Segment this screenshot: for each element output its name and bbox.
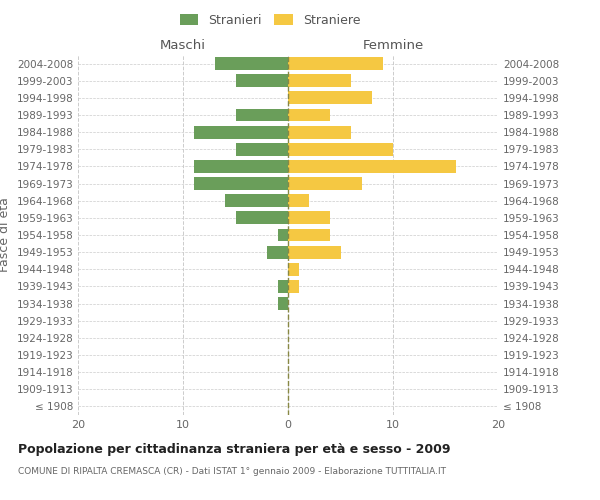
Bar [288, 126, 351, 138]
Bar [193, 160, 288, 173]
Bar [235, 108, 288, 122]
Bar [288, 212, 330, 224]
Bar [288, 57, 383, 70]
Bar [235, 74, 288, 87]
Bar [288, 177, 361, 190]
Bar [225, 194, 288, 207]
Bar [288, 92, 372, 104]
Bar [193, 126, 288, 138]
Text: Femmine: Femmine [362, 38, 424, 52]
Bar [235, 143, 288, 156]
Bar [267, 246, 288, 258]
Bar [193, 177, 288, 190]
Text: COMUNE DI RIPALTA CREMASCA (CR) - Dati ISTAT 1° gennaio 2009 - Elaborazione TUTT: COMUNE DI RIPALTA CREMASCA (CR) - Dati I… [18, 468, 446, 476]
Y-axis label: Fasce di età: Fasce di età [0, 198, 11, 272]
Bar [288, 143, 393, 156]
Bar [235, 212, 288, 224]
Bar [215, 57, 288, 70]
Bar [288, 160, 456, 173]
Legend: Stranieri, Straniere: Stranieri, Straniere [175, 8, 365, 32]
Text: Popolazione per cittadinanza straniera per età e sesso - 2009: Popolazione per cittadinanza straniera p… [18, 442, 451, 456]
Bar [288, 194, 309, 207]
Bar [277, 228, 288, 241]
Bar [288, 263, 299, 276]
Bar [277, 297, 288, 310]
Bar [277, 280, 288, 293]
Bar [288, 228, 330, 241]
Text: Maschi: Maschi [160, 38, 206, 52]
Bar [288, 280, 299, 293]
Bar [288, 246, 341, 258]
Bar [288, 74, 351, 87]
Bar [288, 108, 330, 122]
